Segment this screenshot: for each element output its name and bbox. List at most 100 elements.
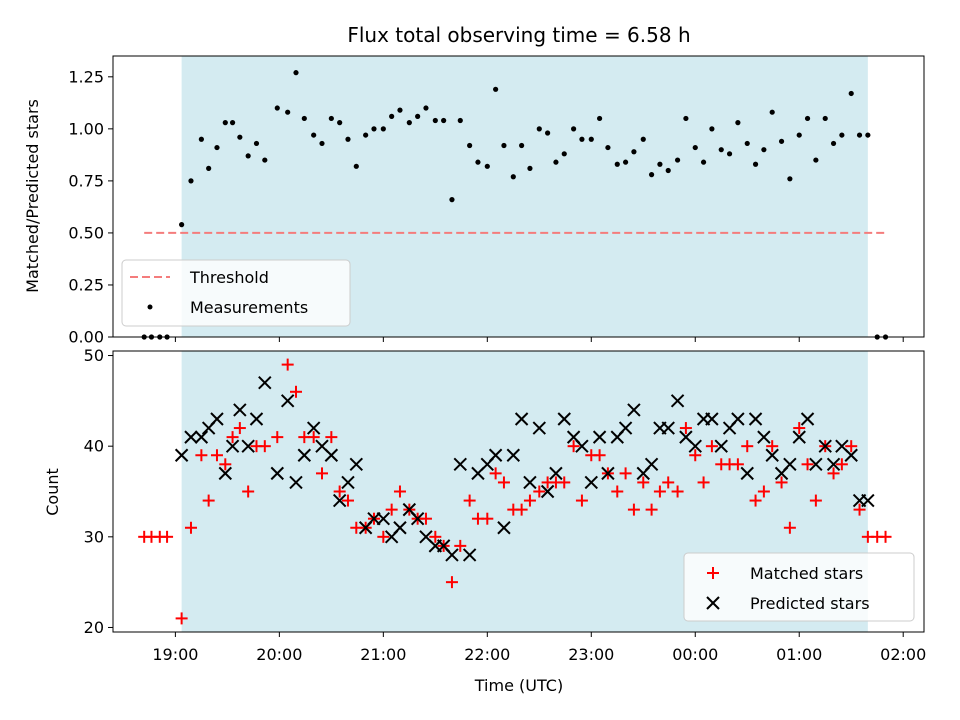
measurement-point	[865, 132, 871, 138]
predicted-star-point	[462, 548, 477, 562]
measurement-point	[735, 120, 741, 126]
bottom-x-axis-ticks: 19:00 20:00 21:00 22:00 23:00 00:00 01:00 02:00	[152, 632, 926, 664]
matched-star-point	[611, 485, 624, 498]
measurement-point	[605, 144, 611, 151]
measurement-point	[813, 157, 819, 163]
measurement-point	[237, 134, 243, 140]
predicted-star-point	[809, 457, 823, 472]
matched-star-point	[801, 458, 814, 471]
matched-star-point	[161, 530, 174, 543]
measurement-point	[597, 115, 603, 122]
bottom-xtick-label: 00:00	[672, 645, 718, 664]
measurement-point	[614, 161, 620, 167]
measurement-point	[579, 136, 585, 142]
bottom-xtick-label: 23:00	[568, 645, 614, 664]
matched-star-point	[619, 467, 632, 480]
measurement-point	[561, 151, 567, 157]
predicted-star-point	[488, 448, 503, 462]
matched-star-point	[853, 503, 866, 516]
measurement-point	[536, 126, 542, 132]
measurement-point	[648, 172, 655, 178]
top-ytick-label: 0.25	[68, 275, 104, 294]
measurement-point	[692, 144, 698, 151]
measurement-point	[441, 117, 447, 124]
predicted-star-point	[714, 439, 728, 453]
measurement-point	[683, 115, 689, 122]
measurement-point	[432, 117, 438, 124]
top-x-axis-ticks	[174, 337, 904, 342]
bottom-xtick-label: 22:00	[464, 645, 510, 664]
measurement-point	[337, 120, 343, 126]
predicted-star-point	[670, 394, 685, 408]
measurement-point	[830, 140, 837, 147]
measurement-point	[214, 144, 220, 151]
legend-threshold-label: Threshold	[189, 268, 269, 287]
measurement-point	[726, 151, 733, 157]
predicted-star-point	[731, 412, 745, 426]
matched-star-point	[593, 449, 606, 462]
predicted-star-point	[349, 457, 364, 472]
bottom-xtick-label: 02:00	[880, 645, 926, 664]
predicted-star-point	[601, 466, 615, 481]
measurement-point	[397, 107, 403, 113]
matched-star-point	[175, 612, 188, 625]
measurement-point	[319, 140, 325, 147]
bottom-xtick-label: 20:00	[256, 645, 302, 664]
measurement-point	[198, 136, 204, 142]
bottom-y-axis-label: Count	[43, 468, 62, 516]
bottom-y-axis-ticks: 20 30 40 50	[84, 346, 113, 637]
predicted-star-point	[705, 412, 719, 426]
predicted-star-point	[393, 521, 407, 535]
measurement-point	[311, 132, 317, 138]
measurement-point	[787, 176, 793, 182]
matched-star-point	[233, 422, 246, 435]
bottom-axes-frame	[112, 350, 925, 633]
legend-measurements-label: Measurements	[190, 298, 308, 317]
predicted-star-point	[297, 448, 312, 462]
measurement-point	[179, 222, 185, 228]
measurement-point	[415, 113, 421, 119]
predicted-star-point	[661, 421, 675, 435]
measurement-point	[206, 165, 212, 171]
predicted-star-point	[844, 448, 858, 462]
matched-star-point	[195, 449, 208, 462]
top-legend-box	[121, 259, 351, 327]
measurement-point	[778, 138, 785, 144]
top-ytick-label: 1.00	[68, 119, 104, 138]
matched-star-point	[749, 494, 762, 507]
predicted-star-point	[258, 376, 272, 390]
matched-star-point	[429, 530, 442, 543]
top-panel: Flux total observing time = 6.58 h 0.000…	[23, 23, 925, 347]
predicted-star-point	[194, 430, 209, 444]
matched-star-point	[679, 422, 692, 435]
top-y-axis-ticks: 0.00 0.25 0.50 0.75 1.00 1.25	[68, 67, 113, 347]
measurement-point	[253, 140, 260, 147]
matched-star-point	[575, 494, 588, 507]
legend-matched-swatch	[707, 567, 719, 579]
measurement-point	[519, 142, 525, 149]
measurement-point	[640, 136, 646, 142]
predicted-star-point	[627, 403, 641, 417]
measurement-point	[501, 142, 507, 149]
measurement-point	[363, 132, 369, 138]
matched-star-point	[558, 476, 571, 489]
measurement-point	[285, 109, 291, 115]
predicted-star-point	[270, 466, 284, 481]
measurement-point	[467, 142, 473, 149]
matched-star-point	[809, 494, 822, 507]
measurement-point	[674, 157, 681, 163]
matched-star-point	[315, 467, 328, 480]
top-ytick-label: 0.75	[68, 171, 104, 190]
measurement-point	[553, 159, 559, 165]
top-ytick-label: 1.25	[68, 67, 104, 86]
top-y-axis-label: Matched/Predicted stars	[23, 99, 42, 293]
bottom-ytick-label: 30	[84, 527, 104, 546]
matched-star-point	[463, 494, 476, 507]
matched-star-point	[226, 431, 239, 444]
matched-star-point	[419, 512, 432, 525]
matched-star-point	[333, 485, 346, 498]
matched-star-point	[653, 485, 666, 498]
measurement-point	[622, 159, 629, 165]
measurement-point	[709, 126, 715, 132]
measurement-point	[665, 167, 671, 174]
